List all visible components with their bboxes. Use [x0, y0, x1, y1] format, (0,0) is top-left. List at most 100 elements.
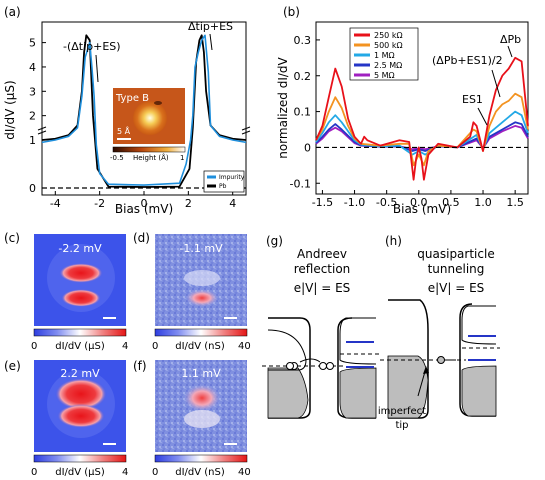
panel-a-ytick-label: 3	[29, 85, 36, 98]
inset-cbar-min: -0.5	[110, 154, 124, 162]
panel-a-ytick-label: 1	[29, 134, 36, 147]
inset-cbar-max: 1	[180, 154, 184, 162]
panel-h-title-1: quasiparticle	[417, 247, 494, 261]
map-c: -2.2 mV 0 dI/dV (µS) 4	[31, 234, 128, 352]
map-c-cbar-max: 4	[122, 341, 128, 352]
panel-a-annot-right: Δtip+ES	[188, 20, 233, 33]
legend-label-500k: 500 kΩ	[374, 41, 403, 50]
map-e-lobe-top	[55, 378, 107, 410]
diagram-g-quasiparticle-2	[319, 362, 327, 370]
panel-a-xtick-label: 2	[185, 197, 192, 210]
panel-a-xtick-label: -4	[50, 197, 61, 210]
map-e-cbar-max: 4	[122, 467, 128, 478]
panel-b-xtick-label: 0.5	[442, 196, 460, 209]
panel-f-label: (f)	[133, 359, 147, 373]
map-e: 2.2 mV 0 dI/dV (µS) 4	[31, 360, 128, 478]
map-c-lobe-bottom	[61, 289, 101, 307]
map-c-cbar-min: 0	[31, 341, 37, 352]
panel-a-annot-left: -(Δtip+ES)	[63, 40, 121, 53]
map-c-bias: -2.2 mV	[58, 242, 102, 255]
panel-b-frame	[315, 21, 529, 195]
map-d-cbar-min: 0	[152, 341, 158, 352]
diagram-g-reflection-arrow	[299, 358, 321, 363]
panel-b-ylabel: normalized dI/dV	[276, 56, 290, 158]
inset-colorbar	[112, 146, 186, 153]
map-d-cbar-max: 40	[238, 341, 251, 352]
panel-g-title-1: Andreev	[297, 247, 347, 261]
panel-b-annot-arrows	[477, 45, 513, 126]
legend-label-5M: 5 MΩ	[374, 71, 395, 80]
panel-b-xtick-label: -1.0	[344, 196, 365, 209]
legend-label-impurity: Impurity	[219, 174, 245, 181]
panel-a-ytick-label: 4	[29, 61, 36, 74]
map-c-cbar-label: dI/dV (µS)	[55, 341, 105, 352]
map-d-lobe	[185, 289, 219, 307]
panel-b-label: (b)	[283, 5, 300, 19]
map-e-cbar-min: 0	[31, 467, 37, 478]
panel-b-annot-es1: ES1	[462, 93, 483, 106]
panel-e-label: (e)	[4, 359, 21, 373]
panel-a-xtick-label: -2	[94, 197, 105, 210]
legend-label-2p5M: 2.5 MΩ	[374, 61, 402, 70]
panel-h-tip-note-2: tip	[395, 420, 408, 431]
map-d-bias: -1.1 mV	[179, 242, 223, 255]
panel-b-xtick-label: -0.5	[376, 196, 397, 209]
map-f-lobe-bottom	[184, 410, 220, 428]
panel-a-inset: Type B 5 Å -0.5 Height (Å) 1	[110, 88, 186, 162]
diagram-h-sample-filled	[461, 365, 497, 417]
diagram-h-quasiparticle	[437, 356, 445, 364]
map-c-lobe-top	[59, 263, 103, 283]
panel-b-annot-dpb: ΔPb	[500, 33, 521, 46]
inset-scale-label: 5 Å	[117, 125, 131, 136]
legend-label-250k: 250 kΩ	[374, 31, 403, 40]
map-d-cbar-label: dI/dV (nS)	[175, 341, 225, 352]
inset-cbar-label: Height (Å)	[133, 153, 169, 162]
panel-g-condition: e|V| = ES	[294, 281, 351, 295]
panel-h-condition: e|V| = ES	[428, 281, 485, 295]
legend-label-1M: 1 MΩ	[374, 51, 395, 60]
inset-title: Type B	[115, 93, 149, 104]
diagram-g-sample-filled	[339, 367, 377, 419]
panel-g-label: (g)	[266, 234, 283, 248]
panel-g-title-2: reflection	[294, 262, 351, 276]
panel-a-annot-arrows	[95, 33, 213, 83]
panel-d-label: (d)	[133, 231, 150, 245]
panel-b-ytick-label: 0	[304, 141, 311, 154]
panel-b-xtick-label: -1.5	[312, 196, 333, 209]
panel-h-label: (h)	[385, 234, 402, 248]
panel-b-xtick-label: 1.0	[474, 196, 492, 209]
map-e-colorbar	[33, 454, 127, 463]
panel-a-series-impurity	[41, 34, 247, 186]
panel-b-ytick-label: 0.3	[294, 34, 312, 47]
map-f-lobe-top	[183, 384, 221, 412]
diagram-h	[380, 299, 500, 419]
panel-a-ytick-label: 5	[29, 37, 36, 50]
inset-impurity-spot	[133, 101, 167, 135]
panel-h-tip-note-1: imperfect	[378, 406, 426, 417]
map-f: 1.1 mV 0 dI/dV (nS) 40	[152, 360, 251, 478]
map-f-bias: 1.1 mV	[181, 367, 221, 380]
map-e-bias: 2.2 mV	[60, 367, 100, 380]
diagram-g	[262, 317, 380, 419]
diagram-h-tip-filled	[387, 355, 429, 419]
panel-b-xtick-label: 0.0	[410, 196, 428, 209]
panel-b-series	[315, 92, 529, 167]
panel-b-plot: -1.5 -1.0 -0.5 0.0 0.5 1.0 1.5 -0.1 0 0.1 0.2 0.3	[290, 21, 529, 209]
panel-b-legend: 250 kΩ 500 kΩ 1 MΩ 2.5 MΩ 5 MΩ	[349, 27, 419, 81]
map-e-lobe-bottom	[57, 404, 105, 428]
map-f-cbar-max: 40	[238, 467, 251, 478]
map-d: -1.1 mV 0 dI/dV (nS) 40	[152, 234, 251, 352]
panel-a-ytick-label: 0	[29, 182, 36, 195]
panel-b-ytick-label: 0.2	[294, 70, 312, 83]
map-f-colorbar	[154, 454, 248, 463]
panel-b-xtick-label: 1.5	[506, 196, 524, 209]
map-e-cbar-label: dI/dV (µS)	[55, 467, 105, 478]
panel-b-ytick-label: 0.1	[294, 106, 312, 119]
panel-c-label: (c)	[4, 231, 20, 245]
panel-b-xlabel: Bias (mV)	[393, 202, 451, 216]
panel-a-ytick-label: 2	[29, 110, 36, 123]
panel-a-axis-break	[37, 126, 251, 135]
panel-a-plot: -4 -2 0 2 4 0 1 2 3 4 5	[29, 21, 251, 210]
diagram-g-tip-filled	[267, 367, 309, 419]
map-f-cbar-min: 0	[152, 467, 158, 478]
